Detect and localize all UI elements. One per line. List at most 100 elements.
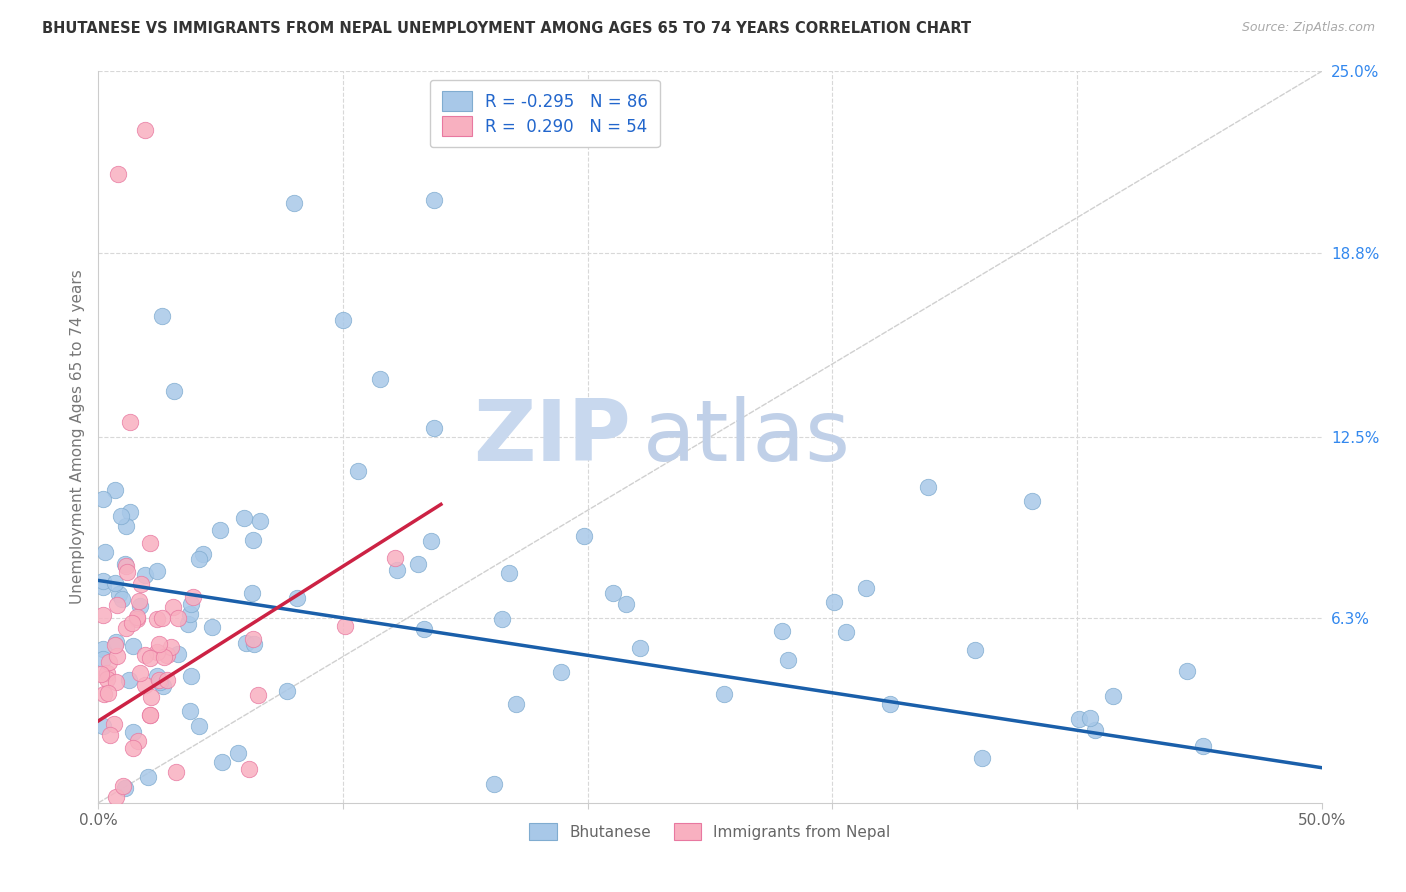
Point bbox=[246, 689, 269, 703]
Point bbox=[139, 690, 162, 705]
Point bbox=[114, 557, 136, 571]
Point bbox=[146, 645, 169, 659]
Point bbox=[333, 619, 356, 633]
Point bbox=[110, 508, 132, 523]
Point bbox=[134, 123, 156, 137]
Text: BHUTANESE VS IMMIGRANTS FROM NEPAL UNEMPLOYMENT AMONG AGES 65 TO 74 YEARS CORREL: BHUTANESE VS IMMIGRANTS FROM NEPAL UNEMP… bbox=[42, 21, 972, 36]
Point bbox=[179, 607, 201, 621]
Point bbox=[572, 529, 595, 543]
Point bbox=[139, 535, 162, 549]
Point bbox=[91, 652, 114, 666]
Point bbox=[134, 567, 156, 582]
Point bbox=[148, 637, 170, 651]
Point bbox=[121, 616, 143, 631]
Point bbox=[423, 193, 446, 207]
Text: ZIP: ZIP bbox=[472, 395, 630, 479]
Point bbox=[115, 621, 138, 635]
Point bbox=[423, 420, 446, 434]
Point bbox=[103, 716, 125, 731]
Point bbox=[114, 559, 136, 574]
Point bbox=[491, 612, 513, 626]
Point bbox=[346, 464, 368, 478]
Point bbox=[121, 741, 143, 756]
Point bbox=[146, 612, 169, 626]
Point bbox=[128, 593, 150, 607]
Point bbox=[156, 648, 179, 663]
Point bbox=[127, 734, 149, 748]
Point bbox=[243, 637, 266, 651]
Point bbox=[276, 683, 298, 698]
Point bbox=[125, 612, 148, 626]
Point bbox=[105, 599, 128, 613]
Point bbox=[179, 705, 201, 719]
Point bbox=[129, 599, 152, 613]
Point bbox=[384, 550, 406, 565]
Point bbox=[770, 624, 793, 638]
Point bbox=[91, 491, 114, 506]
Point bbox=[146, 669, 169, 683]
Point bbox=[188, 551, 211, 566]
Point bbox=[211, 755, 233, 769]
Point bbox=[238, 762, 260, 776]
Point bbox=[117, 565, 139, 579]
Point bbox=[191, 547, 214, 561]
Point bbox=[917, 480, 939, 494]
Point bbox=[602, 586, 624, 600]
Point bbox=[156, 673, 179, 687]
Point bbox=[180, 597, 202, 611]
Point bbox=[128, 665, 150, 680]
Point bbox=[283, 196, 305, 211]
Point bbox=[855, 581, 877, 595]
Point bbox=[105, 635, 128, 649]
Point bbox=[118, 505, 141, 519]
Point bbox=[165, 764, 187, 779]
Point bbox=[160, 640, 183, 655]
Point bbox=[138, 770, 160, 784]
Point bbox=[614, 597, 637, 611]
Point bbox=[181, 590, 204, 604]
Point bbox=[233, 510, 256, 524]
Point bbox=[112, 780, 135, 794]
Point bbox=[121, 639, 143, 653]
Point bbox=[139, 651, 162, 665]
Point bbox=[835, 625, 858, 640]
Point bbox=[148, 673, 170, 688]
Point bbox=[139, 708, 162, 723]
Point bbox=[776, 653, 799, 667]
Point bbox=[125, 610, 148, 624]
Point bbox=[505, 697, 527, 711]
Point bbox=[118, 673, 141, 687]
Point bbox=[208, 523, 231, 537]
Point bbox=[91, 719, 114, 733]
Point bbox=[408, 558, 430, 572]
Point bbox=[628, 641, 651, 656]
Point bbox=[121, 725, 143, 739]
Point bbox=[150, 611, 173, 625]
Point bbox=[188, 719, 211, 733]
Point bbox=[149, 675, 172, 690]
Point bbox=[550, 665, 572, 679]
Point bbox=[823, 595, 845, 609]
Point bbox=[152, 679, 174, 693]
Point bbox=[385, 563, 408, 577]
Point bbox=[285, 591, 308, 605]
Point bbox=[242, 632, 264, 647]
Point bbox=[228, 746, 250, 760]
Point bbox=[105, 675, 128, 690]
Point bbox=[420, 533, 443, 548]
Point bbox=[368, 371, 391, 385]
Point bbox=[104, 575, 127, 590]
Y-axis label: Unemployment Among Ages 65 to 74 years: Unemployment Among Ages 65 to 74 years bbox=[69, 269, 84, 605]
Point bbox=[108, 587, 131, 601]
Point bbox=[166, 611, 188, 625]
Point bbox=[162, 599, 184, 614]
Point bbox=[134, 678, 156, 692]
Point bbox=[1175, 665, 1198, 679]
Point bbox=[176, 616, 198, 631]
Point bbox=[879, 697, 901, 711]
Text: atlas: atlas bbox=[643, 395, 851, 479]
Point bbox=[1021, 494, 1043, 508]
Point bbox=[1080, 711, 1102, 725]
Point bbox=[484, 777, 506, 791]
Point bbox=[104, 638, 127, 652]
